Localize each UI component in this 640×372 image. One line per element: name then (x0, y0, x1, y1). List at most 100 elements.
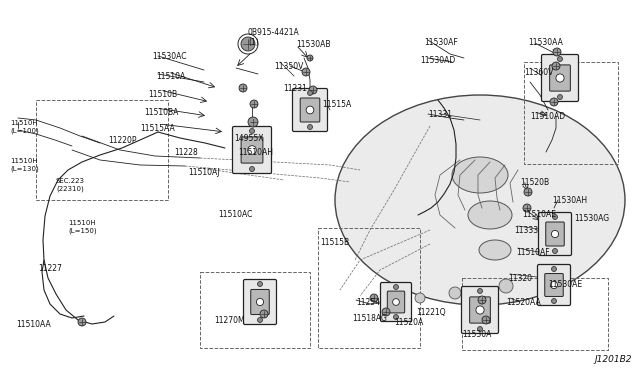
Text: 0B915-4421A
(1): 0B915-4421A (1) (248, 28, 300, 47)
Text: 11530AG: 11530AG (574, 214, 609, 223)
FancyBboxPatch shape (545, 273, 563, 296)
Text: 11510AJ: 11510AJ (188, 168, 220, 177)
FancyBboxPatch shape (461, 286, 499, 334)
FancyBboxPatch shape (538, 264, 570, 305)
Text: 11227: 11227 (38, 264, 62, 273)
Circle shape (476, 306, 484, 314)
Text: 11530AH: 11530AH (552, 196, 587, 205)
Text: 11510AE: 11510AE (522, 210, 556, 219)
Circle shape (552, 266, 557, 272)
Text: 11530AD: 11530AD (420, 56, 455, 65)
Ellipse shape (335, 95, 625, 305)
Circle shape (370, 294, 378, 302)
Text: 11530AF: 11530AF (424, 38, 458, 47)
Circle shape (449, 287, 461, 299)
Circle shape (239, 84, 247, 92)
FancyBboxPatch shape (387, 291, 404, 313)
Circle shape (477, 289, 483, 294)
Text: 11530AB: 11530AB (296, 40, 330, 49)
Text: 14955X: 14955X (234, 134, 264, 143)
Circle shape (552, 230, 559, 238)
Text: 11510AH: 11510AH (238, 148, 273, 157)
Circle shape (394, 285, 399, 289)
FancyBboxPatch shape (232, 126, 271, 173)
FancyBboxPatch shape (243, 279, 276, 324)
Ellipse shape (452, 157, 508, 193)
Circle shape (552, 62, 560, 70)
Ellipse shape (468, 201, 512, 229)
Text: 11510H
(L=150): 11510H (L=150) (68, 220, 97, 234)
FancyBboxPatch shape (470, 297, 490, 323)
Text: 11520B: 11520B (520, 178, 549, 187)
Text: 11515B: 11515B (320, 238, 349, 247)
Circle shape (556, 74, 564, 82)
Text: 11510BA: 11510BA (144, 108, 179, 117)
Circle shape (557, 57, 563, 61)
Text: 11530AE: 11530AE (548, 280, 582, 289)
Text: SEC.223
(22310): SEC.223 (22310) (56, 178, 85, 192)
FancyBboxPatch shape (251, 289, 269, 315)
FancyBboxPatch shape (300, 98, 320, 122)
FancyBboxPatch shape (292, 89, 328, 131)
Circle shape (260, 310, 268, 318)
Circle shape (550, 281, 557, 289)
Circle shape (302, 68, 310, 76)
Text: 11510B: 11510B (148, 90, 177, 99)
Circle shape (557, 94, 563, 99)
Circle shape (250, 128, 255, 134)
Circle shape (250, 167, 255, 171)
Circle shape (241, 37, 255, 51)
FancyBboxPatch shape (381, 282, 412, 321)
Bar (318, 228, 420, 348)
Text: 11520AA: 11520AA (506, 298, 541, 307)
FancyBboxPatch shape (538, 212, 572, 256)
FancyBboxPatch shape (541, 55, 579, 102)
Circle shape (550, 98, 558, 106)
FancyBboxPatch shape (546, 222, 564, 246)
Text: 11220P: 11220P (108, 136, 136, 145)
Text: 11515AA: 11515AA (140, 124, 175, 133)
Text: 11331: 11331 (428, 110, 452, 119)
Circle shape (250, 100, 258, 108)
Bar (200, 272, 310, 348)
Text: 11228: 11228 (174, 148, 198, 157)
Circle shape (523, 204, 531, 212)
Circle shape (477, 327, 483, 331)
Text: 11510AF: 11510AF (516, 248, 550, 257)
Text: 11510A: 11510A (156, 72, 185, 81)
Circle shape (552, 248, 557, 253)
Text: 11254: 11254 (356, 298, 380, 307)
Text: 11510AA: 11510AA (16, 320, 51, 329)
Circle shape (394, 314, 399, 320)
Circle shape (482, 316, 490, 324)
Text: 11231: 11231 (283, 84, 307, 93)
Text: 11510H
(L=100): 11510H (L=100) (10, 120, 39, 134)
Bar (462, 278, 608, 350)
Text: 11518AG: 11518AG (352, 314, 387, 323)
Circle shape (307, 125, 312, 129)
Circle shape (552, 298, 557, 304)
Circle shape (257, 317, 262, 323)
Circle shape (478, 296, 486, 304)
Circle shape (248, 117, 258, 127)
Text: 11510AD: 11510AD (530, 112, 565, 121)
Text: 11510AC: 11510AC (218, 210, 252, 219)
Circle shape (257, 298, 264, 306)
Circle shape (307, 90, 312, 96)
FancyBboxPatch shape (550, 65, 570, 91)
FancyBboxPatch shape (241, 137, 263, 163)
Text: 11530AC: 11530AC (152, 52, 186, 61)
Circle shape (524, 188, 532, 196)
Text: 11530AA: 11530AA (528, 38, 563, 47)
Text: 11510H
(L=130): 11510H (L=130) (10, 158, 39, 171)
Circle shape (257, 282, 262, 286)
Text: 11520A: 11520A (394, 318, 423, 327)
Circle shape (499, 279, 513, 293)
Text: 11270M: 11270M (214, 316, 244, 325)
Circle shape (393, 299, 399, 305)
Circle shape (78, 318, 86, 326)
Text: 11333: 11333 (514, 226, 538, 235)
Bar (524, 62, 618, 164)
Circle shape (382, 308, 390, 316)
Text: 11360V: 11360V (524, 68, 554, 77)
